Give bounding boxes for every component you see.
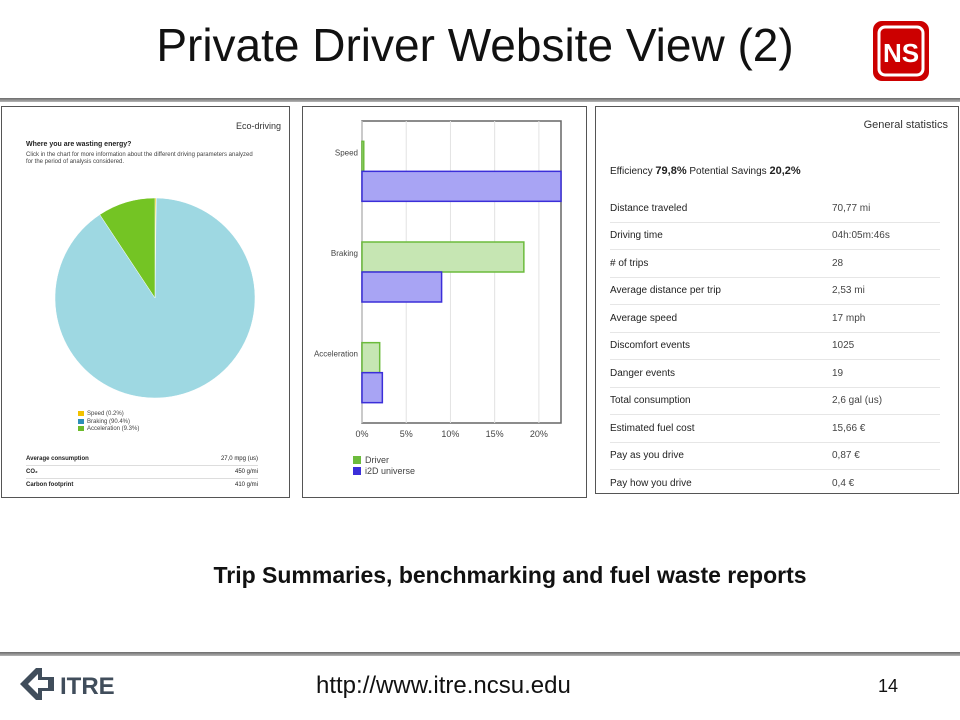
x-tick-label: 10%	[441, 429, 459, 439]
stat-row: Pay as you drive 0,87 €	[610, 441, 940, 470]
pie-slice-acceleration[interactable]	[99, 197, 156, 299]
x-tick-label: 0%	[355, 429, 368, 439]
stat-row: Total consumption 2,6 gal (us)	[610, 386, 940, 415]
y-category-label: Braking	[331, 249, 358, 258]
stat-label: Danger events	[610, 367, 676, 379]
eco-stat-value: 410 g/mi	[234, 482, 258, 488]
eco-stat-label: Carbon footprint	[26, 482, 74, 488]
legend-swatch	[78, 418, 84, 424]
eco-question: Where you are wasting energy?	[26, 141, 132, 148]
bottom-divider	[0, 652, 960, 656]
stat-value: 04h:05m:46s	[832, 230, 890, 242]
stat-value: 2,53 mi	[832, 285, 865, 297]
eco-description: Click in the chart for more information …	[26, 152, 253, 165]
x-tick-label: 15%	[486, 429, 504, 439]
bar-i2d-universe-braking[interactable]	[361, 271, 443, 303]
stat-label: Driving time	[610, 230, 663, 242]
stat-label: Distance traveled	[610, 202, 688, 214]
stat-label: Pay how you drive	[610, 477, 692, 489]
stat-row: Pay how you drive 0,4 €	[610, 469, 940, 493]
eco-stat-row: Carbon footprint 410 g/mi	[26, 478, 258, 491]
stat-row: Danger events 19	[610, 359, 940, 387]
legend-label: Acceleration (9.3%)	[87, 426, 140, 433]
slide-title: Private Driver Website View (2)	[156, 19, 794, 71]
stat-value: 15,66 €	[832, 422, 866, 434]
stat-row: # of trips 28	[610, 249, 940, 277]
efficiency-value: 79,8%	[655, 165, 687, 177]
legend-swatch	[353, 456, 361, 464]
legend-label: Braking (90.4%)	[87, 418, 131, 425]
stat-value: 17 mph	[832, 312, 866, 324]
eco-stat-label: Average consumption	[26, 456, 89, 462]
pie-legend-item: Braking (90.4%)	[78, 418, 139, 427]
stat-value: 0,4 €	[832, 477, 855, 489]
x-tick-label: 20%	[530, 429, 548, 439]
legend-swatch	[78, 426, 84, 432]
legend-swatch	[78, 411, 84, 416]
efficiency-summary: Efficiency 79,8% Potential Savings 20,2%	[610, 165, 801, 177]
stat-label: # of trips	[610, 257, 649, 269]
bar-driver-acceleration[interactable]	[361, 341, 381, 374]
stat-row: Driving time 04h:05m:46s	[610, 221, 940, 250]
eco-driving-tag: Eco-driving	[235, 121, 281, 131]
eco-driving-panel: Eco-driving Where you are wasting energy…	[1, 106, 290, 498]
x-tick-label: 5%	[400, 429, 413, 439]
stat-row: Estimated fuel cost 15,66 €	[610, 414, 940, 442]
stat-value: 1025	[832, 340, 855, 352]
stat-value: 2,6 gal (us)	[832, 395, 883, 407]
ncstate-logo-icon: NS	[871, 19, 931, 83]
bar-driver-speed[interactable]	[361, 140, 365, 173]
ns-logo-text: NS	[883, 38, 919, 68]
page-number: 14	[878, 676, 899, 696]
footer-url[interactable]: http://www.itre.ncsu.edu	[316, 672, 571, 699]
savings-label: Potential Savings	[689, 166, 767, 177]
stat-value: 19	[832, 367, 844, 379]
bar-i2d-universe-speed[interactable]	[361, 170, 562, 203]
energy-waste-pie-chart[interactable]	[2, 107, 289, 407]
itre-logo-text: ITRE	[60, 673, 115, 700]
stat-label: Total consumption	[610, 395, 691, 407]
benchmark-bar-chart[interactable]: 0% 5% 10% 15% 20% Speed Braking Acceleration Dri…	[303, 107, 586, 497]
itre-logo-icon: ITRE	[20, 668, 115, 700]
stat-row: Average distance per trip 2,53 mi	[610, 276, 940, 305]
y-category-label: Speed	[335, 148, 358, 157]
stat-label: Discomfort events	[610, 340, 691, 352]
stat-row: Distance traveled 70,77 mi	[610, 195, 940, 222]
eco-stat-label: CO₂	[26, 469, 38, 475]
stat-label: Average distance per trip	[610, 285, 721, 297]
eco-stats: Average consumption 27,0 mpg (us) CO₂ 450 …	[26, 453, 258, 491]
stat-value: 0,87 €	[832, 450, 860, 462]
bar-i2d-universe-acceleration[interactable]	[361, 371, 384, 404]
benchmark-panel: 0% 5% 10% 15% 20% Speed Braking Acceleration Dri…	[302, 106, 587, 498]
general-statistics-table: Distance traveled 70,77 mi Driving time 04…	[610, 195, 940, 493]
stat-label: Average speed	[610, 312, 678, 324]
stat-label: Pay as you drive	[610, 450, 684, 462]
stat-value: 70,77 mi	[832, 202, 871, 214]
y-category-label: Acceleration	[314, 350, 358, 359]
eco-stat-value: 450 g/mi	[234, 469, 258, 475]
legend-label: Driver	[365, 455, 389, 465]
legend-label: Speed (0.2%)	[87, 411, 124, 418]
eco-stat-value: 27,0 mpg (us)	[220, 456, 258, 462]
eco-stat-row: CO₂ 450 g/mi	[26, 465, 258, 478]
stat-row: Average speed 17 mph	[610, 304, 940, 332]
legend-label: i2D universe	[365, 466, 415, 476]
pie-legend: Speed (0.2%) Braking (90.4%) Acceleratio…	[78, 411, 139, 434]
stat-row: Discomfort events 1025	[610, 331, 940, 360]
pie-legend-item: Acceleration (9.3%)	[78, 426, 139, 434]
general-statistics-title: General statistics	[863, 119, 948, 131]
legend-swatch	[353, 467, 361, 475]
top-divider	[0, 98, 960, 102]
savings-value: 20,2%	[769, 165, 801, 177]
slide-subtitle: Trip Summaries, benchmarking and fuel wa…	[213, 562, 807, 588]
pie-legend-item: Speed (0.2%)	[78, 411, 139, 419]
general-statistics-panel: General statistics Efficiency 79,8% Pote…	[595, 106, 959, 494]
bar-driver-braking[interactable]	[361, 241, 525, 273]
stat-value: 28	[832, 257, 844, 269]
eco-stat-row: Average consumption 27,0 mpg (us)	[26, 453, 258, 465]
stat-label: Estimated fuel cost	[610, 422, 695, 434]
efficiency-label: Efficiency	[610, 166, 653, 177]
